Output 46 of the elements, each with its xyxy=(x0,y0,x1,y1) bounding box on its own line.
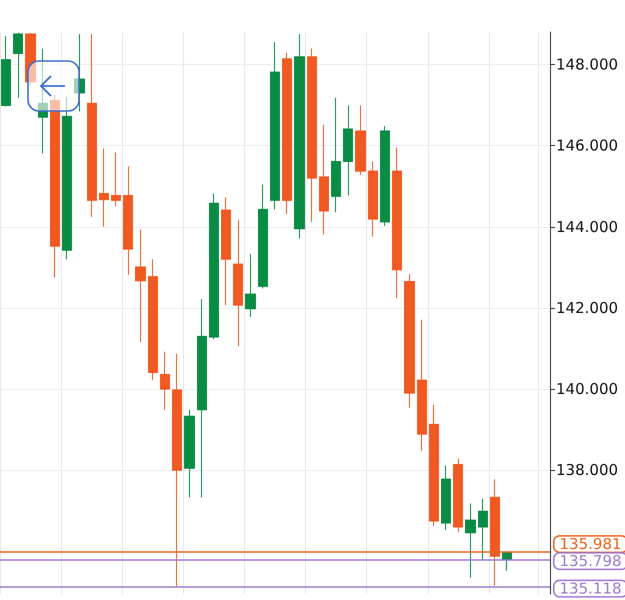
candlestick xyxy=(343,104,353,196)
y-tick-label: 146.000 xyxy=(556,136,618,155)
candlestick xyxy=(111,152,121,207)
candlestick xyxy=(148,258,158,381)
candlestick xyxy=(282,52,292,215)
candlestick xyxy=(453,458,463,532)
ref-line-label: 135.118 xyxy=(560,580,622,598)
candlestick xyxy=(62,96,72,260)
candlestick xyxy=(417,319,427,452)
candlestick xyxy=(258,184,268,289)
candlestick xyxy=(233,219,243,347)
candlestick xyxy=(245,253,256,318)
candlestick xyxy=(87,34,97,218)
candlestick xyxy=(478,498,488,561)
candlestick xyxy=(380,126,390,226)
candlestick xyxy=(74,34,85,112)
candlestick xyxy=(209,193,219,340)
candlestick xyxy=(404,273,415,408)
candlestick xyxy=(221,197,231,306)
candlestick xyxy=(135,229,146,343)
candlestick xyxy=(123,166,133,276)
candlestick xyxy=(331,97,341,213)
candlestick xyxy=(1,36,11,108)
candlestick xyxy=(319,124,329,235)
candlestick xyxy=(270,42,280,210)
y-tick-label: 148.000 xyxy=(556,55,618,74)
candlestick xyxy=(441,464,451,530)
candlestick xyxy=(13,32,23,98)
candlestick xyxy=(197,298,207,498)
candlestick xyxy=(392,147,402,299)
y-tick-label: 144.000 xyxy=(556,218,618,236)
candlestick xyxy=(99,148,109,228)
candlestick xyxy=(465,503,476,578)
candlestick xyxy=(368,160,378,238)
candlestick xyxy=(38,48,48,154)
candlestick xyxy=(429,404,439,526)
ref-line-label: 135.798 xyxy=(560,552,622,570)
y-tick-label: 140.000 xyxy=(556,380,618,398)
y-tick-label: 138.000 xyxy=(556,461,618,480)
ref-line-label: 135.981 xyxy=(560,535,622,554)
y-tick-label: 142.000 xyxy=(556,298,618,317)
candlestick xyxy=(294,34,305,240)
candlestick xyxy=(160,351,170,410)
candlestick xyxy=(184,409,195,498)
candlestick xyxy=(307,48,317,222)
candlestick xyxy=(355,104,366,176)
